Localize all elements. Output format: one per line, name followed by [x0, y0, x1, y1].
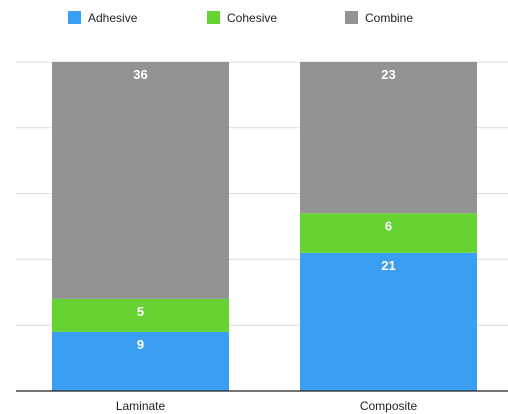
data-label-laminate-combine: 36 — [133, 67, 147, 82]
bar-segment-composite-cohesive — [300, 213, 477, 253]
legend: Adhesive Cohesive Combine — [68, 11, 413, 25]
legend-swatch-adhesive — [68, 11, 81, 24]
data-label-laminate-adhesive: 9 — [137, 337, 144, 352]
data-label-composite-adhesive: 21 — [381, 258, 395, 273]
x-tick-label-composite: Composite — [360, 399, 418, 413]
bar-segment-composite-adhesive — [300, 252, 477, 391]
bar-segment-composite-combine — [300, 62, 477, 214]
bar-segment-laminate-combine — [52, 62, 229, 299]
x-tick-labels: Laminate Composite — [116, 399, 418, 413]
legend-label-adhesive: Adhesive — [88, 11, 138, 25]
data-label-laminate-cohesive: 5 — [137, 304, 144, 319]
legend-label-cohesive: Cohesive — [227, 11, 277, 25]
bar-segment-laminate-adhesive — [52, 331, 229, 391]
data-label-composite-combine: 23 — [381, 67, 395, 82]
x-tick-label-laminate: Laminate — [116, 399, 166, 413]
legend-label-combine: Combine — [365, 11, 413, 25]
legend-swatch-combine — [345, 11, 358, 24]
bars: 9 5 36 21 6 23 — [52, 62, 477, 391]
data-label-composite-cohesive: 6 — [385, 218, 392, 233]
bar-segment-laminate-cohesive — [52, 298, 229, 332]
legend-swatch-cohesive — [207, 11, 220, 24]
